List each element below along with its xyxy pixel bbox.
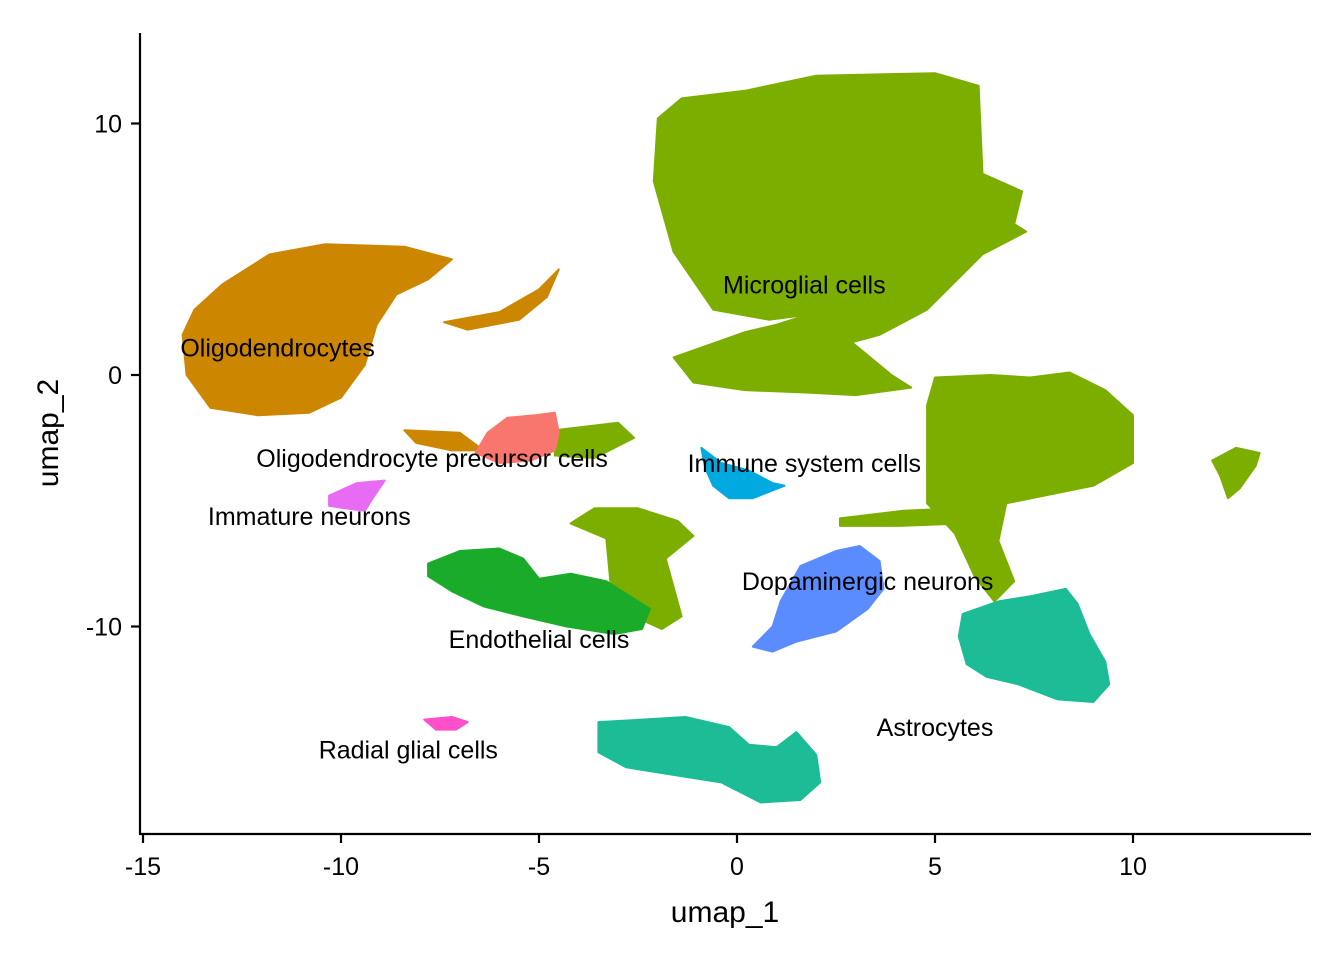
x-tick-label: -15 xyxy=(125,853,161,881)
x-tick-label: 5 xyxy=(928,853,942,881)
y-axis-title: umap_2 xyxy=(32,379,65,487)
cluster-points xyxy=(751,545,885,653)
cluster-points xyxy=(569,507,695,630)
cluster-labels-layer: Microglial cells Oligodendrocytes Oligoden… xyxy=(180,271,993,764)
cluster-points xyxy=(423,716,469,731)
cluster-points xyxy=(926,371,1134,603)
cluster-points xyxy=(403,429,485,452)
x-axis-title: umap_1 xyxy=(671,896,779,929)
cluster-points xyxy=(328,479,386,512)
cluster-points xyxy=(652,72,1028,397)
cluster-label: Microglial cells xyxy=(723,271,886,299)
cluster-label: Endothelial cells xyxy=(449,626,630,654)
cluster-points xyxy=(1211,446,1261,500)
cluster-label: Oligodendrocytes xyxy=(180,334,375,362)
cluster-points xyxy=(839,507,984,527)
cluster-label: Astrocytes xyxy=(877,714,994,742)
x-tick-label: -10 xyxy=(323,853,359,881)
cluster-points xyxy=(443,268,560,331)
cluster-label: Oligodendrocyte precursor cells xyxy=(256,445,608,473)
cluster-points xyxy=(597,716,822,804)
cluster-label: Immature neurons xyxy=(208,503,411,531)
cluster-label: Dopaminergic neurons xyxy=(742,568,994,596)
cluster-points xyxy=(700,446,786,500)
x-tick-label: 0 xyxy=(730,853,744,881)
points-layer xyxy=(181,72,1261,804)
x-tick-label: -5 xyxy=(528,853,550,881)
cluster-label: Radial glial cells xyxy=(319,737,498,765)
cluster-points xyxy=(957,587,1111,703)
cluster-points xyxy=(474,411,560,464)
ticks-layer: -15 -10 -5 0 5 10 -10 0 10 xyxy=(86,111,1147,882)
cluster-points xyxy=(427,547,651,635)
y-tick-label: 10 xyxy=(94,111,122,139)
y-tick-label: 0 xyxy=(108,362,122,390)
x-tick-label: 10 xyxy=(1119,853,1147,881)
y-tick-label: -10 xyxy=(86,614,122,642)
cluster-label: Immune system cells xyxy=(688,450,921,478)
cluster-points xyxy=(181,243,453,417)
